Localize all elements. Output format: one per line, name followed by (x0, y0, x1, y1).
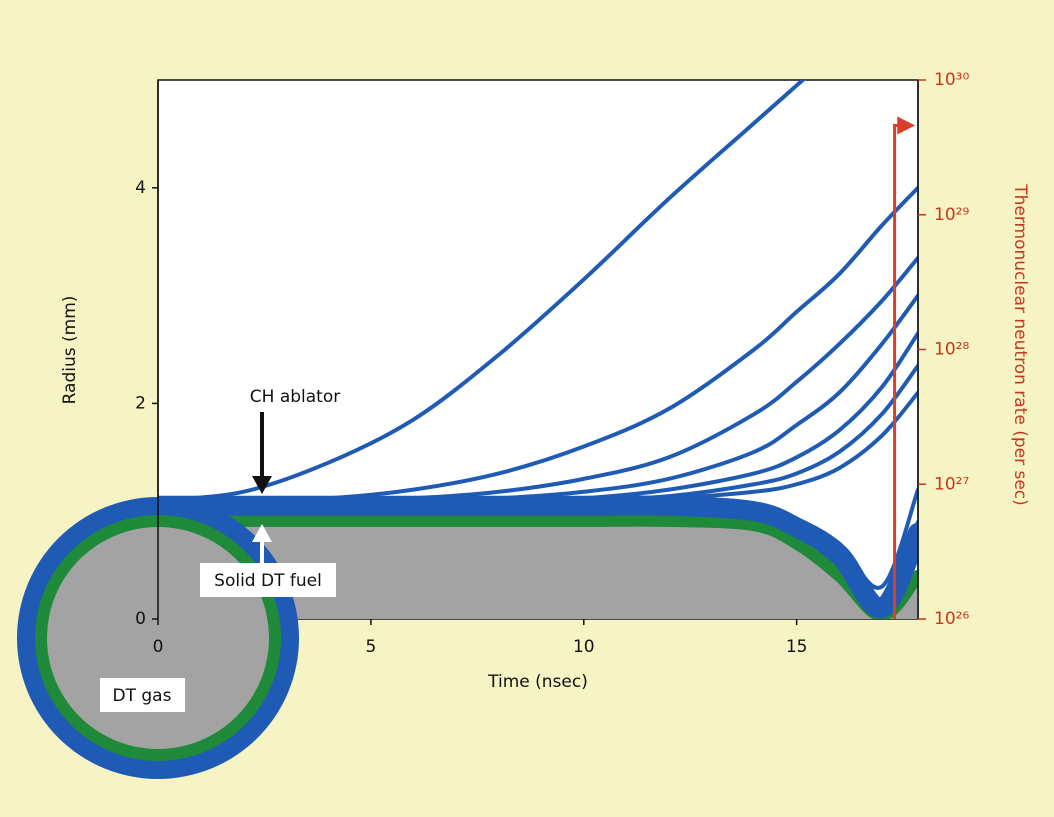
y2-tick-label: 10²⁹ (934, 205, 969, 225)
x-axis-title: Time (nsec) (487, 672, 588, 692)
y2-tick-label: 10²⁷ (934, 474, 969, 494)
annotation: DT gas (113, 686, 172, 706)
y-tick-label: 0 (135, 609, 146, 629)
x-tick-label: 5 (365, 637, 376, 657)
y-tick-label: 4 (135, 178, 146, 198)
annotation: Solid DT fuel (214, 571, 322, 591)
y2-tick-label: 10²⁸ (934, 340, 969, 360)
y2-tick-label: 10²⁶ (934, 609, 969, 629)
chart: Radius (mm) Time (nsec) Thermonuclear ne… (0, 0, 1054, 817)
x-tick-label: 15 (786, 637, 808, 657)
annotation: CH ablator (250, 387, 340, 407)
x-tick-label: 0 (153, 637, 164, 657)
y-tick-label: 2 (135, 393, 146, 413)
x-tick-label: 10 (573, 637, 595, 657)
y-axis-title: Radius (mm) (60, 296, 80, 405)
y2-axis-title: Thermonuclear neutron rate (per sec) (1010, 183, 1030, 506)
y2-tick-label: 10³⁰ (934, 70, 969, 90)
